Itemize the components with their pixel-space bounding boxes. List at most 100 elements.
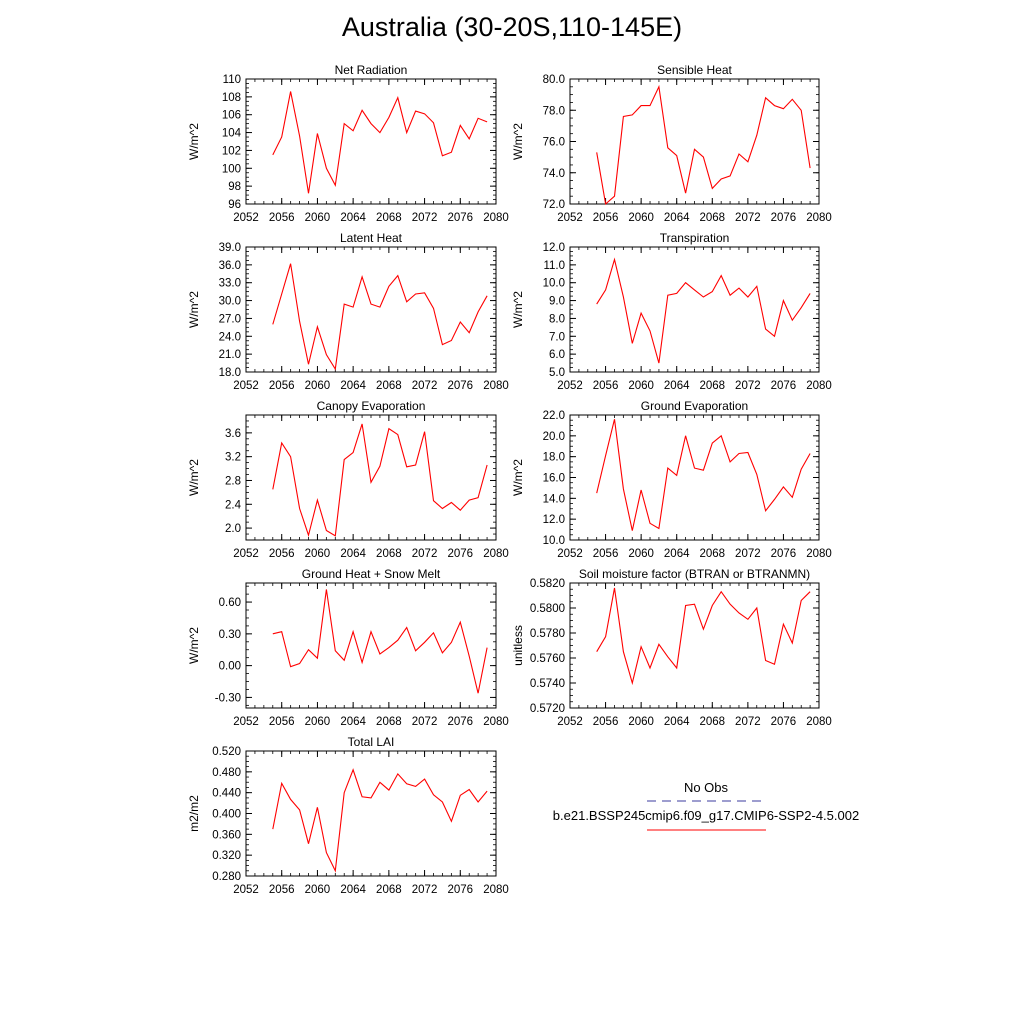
- x-tick-label: 2072: [412, 716, 438, 728]
- x-tick-label: 2056: [593, 548, 619, 560]
- series-line: [272, 91, 488, 194]
- x-tick-label: 2076: [771, 548, 797, 560]
- y-tick-label: 9.0: [549, 296, 565, 308]
- x-tick-label: 2072: [412, 380, 438, 392]
- x-tick-label: 2076: [447, 884, 473, 896]
- x-tick-label: 2080: [483, 716, 509, 728]
- x-tick-label: 2080: [806, 716, 832, 728]
- y-tick-label: 2.0: [225, 523, 241, 535]
- chart-panel-9: 2052 2056 2060 2064 2068 2072 2076 2080 0.280 0.3…: [187, 735, 509, 896]
- y-tick-label: 36.0: [219, 260, 241, 272]
- x-tick-label: 2056: [593, 716, 619, 728]
- y-tick-label: 7.0: [549, 331, 565, 343]
- x-tick-label: 2080: [806, 548, 832, 560]
- y-tick-label: 18.0: [219, 367, 241, 379]
- y-tick-label: 14.0: [543, 493, 565, 505]
- y-tick-label: 0.60: [219, 597, 241, 609]
- x-tick-label: 2060: [305, 212, 331, 224]
- y-tick-label: 10.0: [543, 278, 565, 290]
- x-tick-label: 2052: [557, 212, 583, 224]
- x-tick-label: 2068: [376, 716, 402, 728]
- plot-frame: [245, 582, 497, 709]
- y-axis-label: W/m^2: [511, 459, 525, 496]
- y-tick-label: 0.5720: [530, 703, 565, 715]
- x-tick-label: 2056: [593, 212, 619, 224]
- y-tick-label: 76.0: [543, 137, 565, 149]
- x-tick-label: 2060: [628, 548, 654, 560]
- x-tick-label: 2056: [593, 380, 619, 392]
- y-tick-label: 0.320: [212, 850, 241, 862]
- x-tick-label: 2076: [447, 212, 473, 224]
- y-tick-label: 5.0: [549, 367, 565, 379]
- x-tick-label: 2072: [735, 716, 761, 728]
- series-line: [596, 587, 811, 686]
- chart-panel-8: 2052 2056 2060 2064 2068 2072 2076 2080 0.5720 0.…: [511, 567, 832, 728]
- y-tick-label: 0.360: [212, 829, 241, 841]
- x-tick-label: 2072: [735, 212, 761, 224]
- plot-frame: [245, 78, 497, 205]
- y-tick-label: 0.5820: [530, 578, 565, 590]
- chart-panel-6: 2052 2056 2060 2064 2068 2072 2076 2080 10.0 12.0…: [511, 399, 832, 560]
- x-tick-label: 2064: [340, 884, 366, 896]
- panel-title: Soil moisture factor (BTRAN or BTRANMN): [579, 567, 810, 581]
- x-tick-label: 2068: [699, 212, 725, 224]
- x-tick-label: 2060: [305, 716, 331, 728]
- panel-title: Sensible Heat: [657, 63, 732, 77]
- panel-title: Ground Heat + Snow Melt: [302, 567, 441, 581]
- y-axis-label: W/m^2: [511, 291, 525, 328]
- y-tick-label: 18.0: [543, 452, 565, 464]
- y-tick-label: 0.30: [219, 629, 241, 641]
- series-line: [596, 257, 811, 364]
- y-axis-label: unitless: [511, 625, 525, 666]
- x-tick-label: 2060: [305, 380, 331, 392]
- plot-frame: [569, 78, 820, 205]
- panel-title: Total LAI: [348, 735, 395, 749]
- x-tick-label: 2068: [376, 212, 402, 224]
- y-tick-label: 2.4: [225, 499, 242, 511]
- x-tick-label: 2052: [233, 716, 259, 728]
- x-tick-label: 2068: [699, 716, 725, 728]
- x-tick-label: 2060: [628, 380, 654, 392]
- x-tick-label: 2052: [233, 212, 259, 224]
- y-tick-label: 0.480: [212, 767, 241, 779]
- x-tick-label: 2052: [557, 548, 583, 560]
- plot-frame: [569, 414, 820, 541]
- y-tick-label: 22.0: [543, 410, 565, 422]
- y-tick-label: -0.30: [215, 692, 241, 704]
- x-tick-label: 2076: [771, 380, 797, 392]
- y-tick-label: 3.2: [225, 452, 241, 464]
- legend-obs-label: No Obs: [684, 780, 729, 795]
- x-tick-label: 2064: [664, 212, 690, 224]
- y-tick-label: 80.0: [543, 74, 565, 86]
- x-tick-label: 2072: [412, 884, 438, 896]
- y-tick-label: 78.0: [543, 105, 565, 117]
- plot-frame: [245, 414, 497, 541]
- y-axis-label: W/m^2: [187, 459, 201, 496]
- x-tick-label: 2064: [664, 548, 690, 560]
- y-tick-label: 98: [228, 181, 241, 193]
- x-tick-label: 2060: [628, 716, 654, 728]
- x-tick-label: 2064: [340, 380, 366, 392]
- x-tick-label: 2072: [735, 380, 761, 392]
- panel-title: Latent Heat: [340, 231, 403, 245]
- y-axis-label: W/m^2: [187, 291, 201, 328]
- plot-frame: [569, 582, 820, 709]
- y-tick-label: 102: [222, 145, 241, 157]
- y-tick-label: 0.00: [219, 661, 241, 673]
- y-tick-label: 0.520: [212, 746, 241, 758]
- y-tick-label: 11.0: [543, 260, 565, 272]
- y-tick-label: 0.440: [212, 788, 241, 800]
- series-line: [272, 768, 488, 873]
- chart-panel-7: 2052 2056 2060 2064 2068 2072 2076 2080 -0.30 0.0…: [187, 567, 509, 728]
- x-tick-label: 2060: [305, 884, 331, 896]
- figure-title: Australia (30-20S,110-145E): [341, 12, 683, 42]
- y-tick-label: 27.0: [219, 313, 241, 325]
- y-tick-label: 0.5780: [530, 628, 565, 640]
- x-tick-label: 2060: [628, 212, 654, 224]
- chart-panel-1: 2052 2056 2060 2064 2068 2072 2076 2080 96 98 100 1…: [187, 63, 509, 224]
- series-line: [272, 589, 488, 694]
- y-tick-label: 0.280: [212, 871, 241, 883]
- y-tick-label: 21.0: [219, 349, 241, 361]
